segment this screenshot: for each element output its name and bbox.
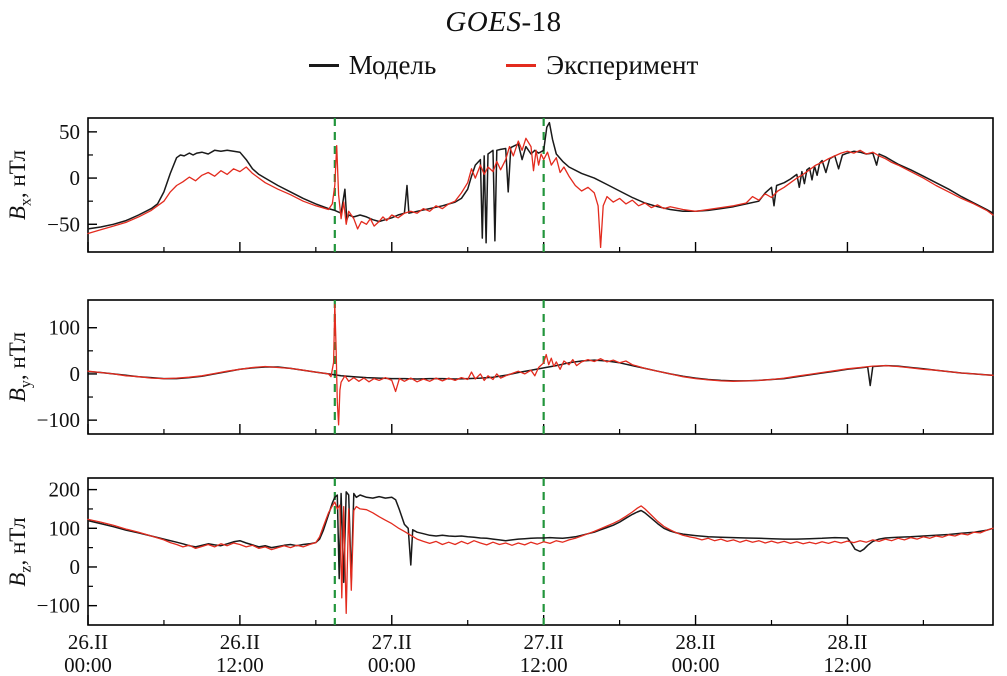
y-tick-label: 100 [49, 516, 81, 540]
bz-panel: 2001000−10026.II00:0026.II12:0027.II00:0… [37, 477, 994, 676]
experiment-line [87, 303, 994, 426]
experiment-line [87, 501, 994, 615]
model-line [87, 359, 994, 387]
chart-title-rest: -18 [521, 6, 562, 38]
legend: Модель Эксперимент [0, 50, 1007, 81]
model-line-swatch [308, 64, 339, 67]
x-tick-label: 12:00 [216, 653, 264, 676]
y-tick-label: 0 [70, 555, 81, 579]
x-tick-label: 12:00 [520, 653, 568, 676]
x-tick-label: 28.II [675, 630, 715, 654]
x-tick-label: 00:00 [672, 653, 720, 676]
y-tick-label: 0 [70, 362, 81, 386]
chart-title: GOES-18 [0, 6, 1007, 39]
chart-title-italic: GOES [445, 6, 522, 38]
x-tick-label: 28.II [827, 630, 867, 654]
model-line [87, 491, 994, 584]
by-panel: 100 0 −100 [37, 299, 994, 435]
legend-item-experiment: Эксперимент [506, 50, 698, 81]
y-tick-label: −50 [47, 212, 80, 236]
x-tick-label: 00:00 [368, 653, 416, 676]
bx-panel: 50 0 −50 [47, 117, 994, 253]
legend-item-model: Модель [308, 50, 437, 81]
y-tick-label: −100 [37, 408, 80, 432]
model-line [87, 121, 994, 244]
x-tick-label: 26.II [68, 630, 108, 654]
y-tick-label: 0 [70, 166, 81, 190]
x-tick-label: 00:00 [64, 653, 112, 676]
y-tick-label: 100 [49, 316, 81, 340]
experiment-line [87, 137, 994, 249]
experiment-line-swatch [506, 64, 537, 67]
y-tick-label: 50 [59, 120, 80, 144]
legend-label-model: Модель [348, 50, 437, 80]
y-tick-label: 200 [49, 478, 81, 502]
x-tick-label: 27.II [372, 630, 412, 654]
legend-label-experiment: Эксперимент [546, 50, 699, 80]
y-tick-label: −100 [37, 594, 80, 618]
x-tick-label: 12:00 [824, 653, 872, 676]
x-tick-label: 27.II [524, 630, 564, 654]
x-tick-label: 26.II [220, 630, 260, 654]
